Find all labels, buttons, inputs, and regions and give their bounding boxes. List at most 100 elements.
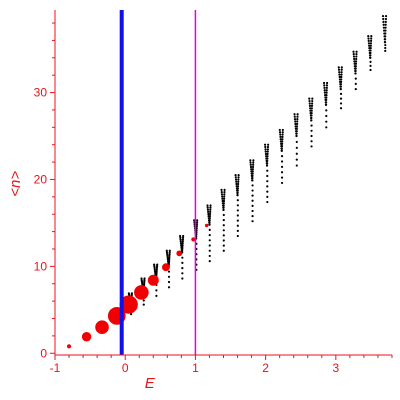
branch-dot <box>208 254 211 258</box>
branch-dot <box>367 42 371 45</box>
branch-dot <box>295 164 298 167</box>
branch-dot <box>155 271 158 274</box>
branch-dot <box>340 68 343 71</box>
branch-dot <box>263 143 267 146</box>
branch-dot <box>252 161 255 164</box>
branch-dot <box>279 133 282 136</box>
branch-dot <box>310 112 313 115</box>
branch-dot <box>354 69 357 73</box>
branch-dot <box>295 134 298 138</box>
branch-dot <box>266 145 270 149</box>
branch-dot <box>323 91 327 94</box>
branch-dot <box>294 122 297 126</box>
branch-dot <box>295 132 298 135</box>
branch-dot <box>353 57 356 61</box>
branch-dot <box>325 84 329 87</box>
x-tick-label: 2 <box>262 361 269 375</box>
branch-dot <box>280 160 284 163</box>
branch-dot <box>354 62 358 65</box>
branch-dot <box>236 187 240 190</box>
branch-dot <box>266 155 269 158</box>
branch-dot <box>295 158 298 161</box>
branch-dot <box>325 101 328 104</box>
branch-dot <box>251 172 254 175</box>
data-point <box>66 344 72 349</box>
branch-dot <box>325 81 329 85</box>
branch-dot <box>340 71 343 74</box>
branch-dot <box>279 138 282 141</box>
branch-dot <box>179 238 182 241</box>
branch-dot <box>266 148 269 151</box>
branch-dot <box>236 209 239 212</box>
branch-dot <box>310 109 313 112</box>
branch-dot <box>355 55 358 58</box>
branch-dot <box>370 37 373 40</box>
branch-dot <box>222 234 225 237</box>
branch-dot <box>209 208 212 211</box>
branch-dot <box>340 80 343 83</box>
branch-dot <box>235 182 238 186</box>
branch-dot <box>234 176 237 179</box>
branch-dot <box>168 256 171 259</box>
branch-dot <box>166 253 169 256</box>
branch-dot <box>325 120 328 123</box>
branch-dot <box>251 184 254 187</box>
branch-dot <box>266 174 269 178</box>
branch-dot <box>223 197 226 200</box>
branch-dot <box>296 118 299 121</box>
x-tick-label: 3 <box>332 361 339 375</box>
branch-dot <box>324 103 328 106</box>
branch-dot <box>384 17 388 21</box>
branch-dot <box>369 49 372 52</box>
branch-dot <box>250 168 253 171</box>
branch-dot <box>153 268 156 271</box>
branch-dot <box>220 191 223 194</box>
branch-dot <box>339 102 343 105</box>
branch-dot <box>222 239 225 242</box>
branch-dot <box>206 204 209 207</box>
branch-dot <box>325 126 328 129</box>
branch-dot <box>367 39 370 42</box>
branch-dot <box>236 189 239 192</box>
branch-dot <box>280 176 284 179</box>
branch-dot <box>167 270 171 273</box>
branch-dot <box>279 135 282 138</box>
branch-dot <box>325 93 328 97</box>
data-point <box>204 223 209 228</box>
branch-dot <box>295 130 298 133</box>
branch-dot <box>251 168 254 171</box>
branch-dot <box>221 195 224 198</box>
branch-dot <box>168 249 171 252</box>
branch-dot <box>209 210 212 214</box>
branch-dot <box>308 99 311 103</box>
branch-dot <box>266 152 269 156</box>
branch-dot <box>251 204 254 207</box>
branch-dot <box>236 229 239 232</box>
branch-dot <box>352 53 355 56</box>
branch-dot <box>153 270 157 273</box>
branch-dot <box>208 217 211 220</box>
branch-dot <box>310 104 314 107</box>
branch-dot <box>310 116 313 120</box>
branch-dot <box>251 209 254 213</box>
branch-dot <box>155 270 158 273</box>
branch-dot <box>352 55 356 58</box>
branch-dot <box>280 155 284 158</box>
branch-dot <box>155 265 159 268</box>
branch-dot <box>236 214 239 217</box>
branch-dot <box>340 75 343 79</box>
y-tick-label: 30 <box>34 86 48 100</box>
branch-dot <box>310 114 313 117</box>
branch-dot <box>208 244 211 247</box>
branch-dot <box>295 125 299 128</box>
branch-dot <box>195 227 198 230</box>
branch-dot <box>337 66 340 69</box>
branch-dot <box>310 134 313 138</box>
branch-dot <box>206 206 209 209</box>
y-tick-label: 10 <box>34 259 48 273</box>
branch-dot <box>325 86 328 89</box>
branch-dot <box>311 99 314 103</box>
branch-dot <box>237 176 240 179</box>
data-point <box>134 285 149 300</box>
